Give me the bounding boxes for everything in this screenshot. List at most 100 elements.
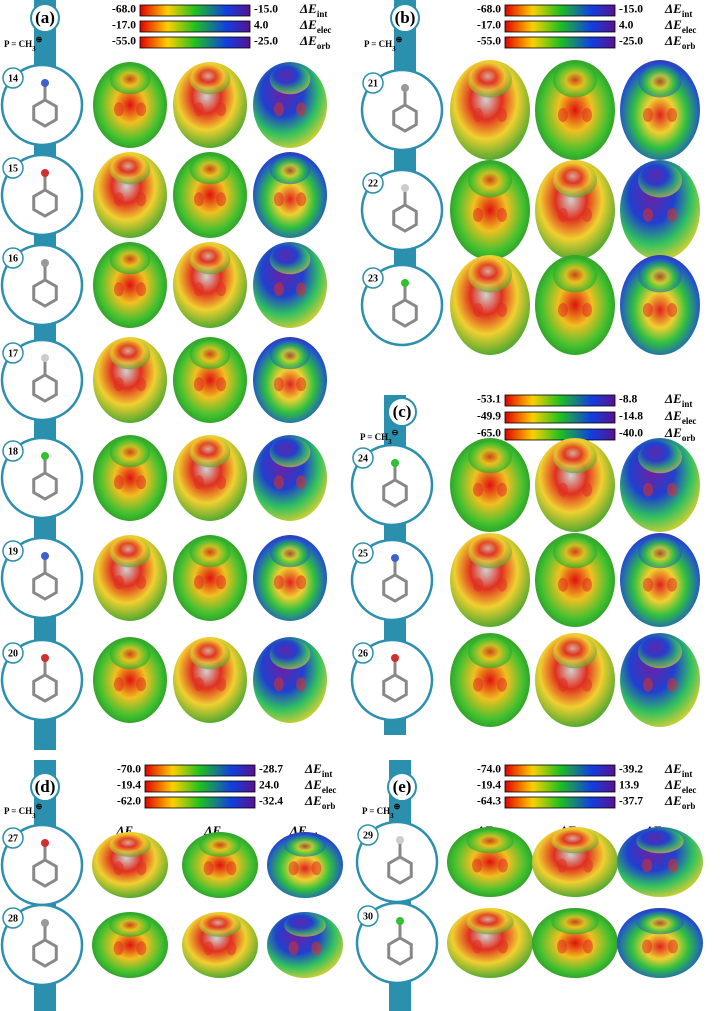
surface-lobe	[636, 828, 684, 854]
surface-spot	[558, 577, 568, 592]
probe-text: P = CH	[4, 806, 32, 816]
number-badge	[362, 267, 384, 289]
molecule-number: 18	[8, 446, 18, 457]
molecule-ring	[32, 373, 58, 403]
molecule-ring	[32, 673, 58, 703]
number-badge	[352, 447, 374, 469]
molecule-atom	[41, 169, 49, 177]
molecule-number: 29	[363, 830, 373, 841]
molecule-circle	[0, 638, 84, 722]
surface-spot	[472, 858, 483, 873]
scale-name-symbol: ΔE	[299, 1, 317, 16]
molecule-number: 24	[358, 453, 368, 464]
surface-spot	[296, 475, 307, 490]
scale-min: -68.0	[477, 4, 501, 16]
surface-spot	[136, 677, 147, 692]
scale-name-subscript: elec	[682, 416, 696, 426]
scale-name-subscript: int	[682, 9, 693, 19]
surface-lobe	[189, 639, 231, 670]
scale-name-subscript: orb	[682, 41, 696, 51]
panel-label: (d)	[35, 777, 56, 796]
scale-name-symbol: ΔE	[664, 391, 682, 406]
surface-lobe	[189, 339, 231, 370]
surface-lobe	[466, 909, 514, 935]
molecule-circle	[0, 436, 84, 520]
surface-spot	[113, 941, 124, 956]
surface-spot	[582, 108, 592, 122]
scale-min: -55.0	[112, 36, 136, 48]
scale-max: -15.0	[254, 4, 278, 16]
color-scale	[139, 20, 251, 33]
molecule-ring	[382, 673, 408, 703]
molecule-number: 15	[8, 163, 18, 174]
molecule-ring	[387, 855, 413, 885]
number-badge	[357, 905, 379, 927]
probe-text: P = CH	[360, 432, 388, 442]
surface-lobe	[638, 62, 682, 98]
surface-spot	[642, 939, 653, 954]
molecule-atom	[401, 279, 409, 287]
molecule-number: 21	[368, 78, 378, 89]
scale-min: -74.0	[477, 764, 501, 776]
probe-text: P = CH	[364, 39, 392, 49]
label-badge	[387, 772, 417, 802]
surface-spot	[643, 208, 653, 222]
scale-max: -15.0	[619, 4, 643, 16]
label-badge	[30, 772, 60, 802]
surface-spot	[296, 575, 307, 590]
scale-name: ΔEelec	[664, 17, 696, 35]
scale-min: -17.0	[477, 20, 501, 32]
surface-spot	[273, 475, 284, 490]
surface-spot	[582, 303, 592, 317]
number-badge	[352, 642, 374, 664]
surface-spot	[136, 575, 147, 590]
color-scale	[139, 36, 251, 49]
surface-lobe	[269, 339, 311, 370]
surface-spot	[273, 677, 284, 692]
surface-lobe	[109, 537, 151, 568]
surface-lobe	[468, 162, 512, 198]
surface-spot	[216, 102, 227, 117]
scale-name-symbol: ΔE	[304, 761, 322, 776]
molecule-ring	[387, 936, 413, 966]
surface-spot	[311, 941, 322, 956]
surface-lobe	[269, 639, 311, 670]
surface-spot	[113, 475, 124, 490]
surface-spot	[558, 108, 568, 122]
molecule-circle	[350, 538, 434, 622]
surface-spot	[273, 192, 284, 207]
surface-spot	[226, 941, 237, 956]
scale-name-subscript: int	[317, 9, 328, 19]
number-badge	[2, 440, 24, 462]
scale-name: ΔEorb	[664, 425, 695, 443]
probe-subscript: 3	[390, 812, 394, 820]
surface-spot	[136, 861, 147, 876]
surface-lobe	[638, 635, 682, 669]
panel-label: (e)	[393, 777, 412, 796]
surface-spot	[642, 858, 653, 873]
surface-spot	[582, 577, 592, 592]
scale-name-symbol: ΔE	[664, 33, 682, 48]
scale-max: 4.0	[619, 20, 634, 32]
surface-spot	[216, 575, 227, 590]
surface-spot	[113, 377, 124, 392]
molecule-circle	[0, 903, 84, 987]
surface-lobe	[109, 639, 151, 670]
scale-min: -17.0	[112, 20, 136, 32]
surface-spot	[473, 482, 483, 497]
panel: (e)P = CH3⊕-74.0 -39.2 ΔEint-19.4 13.9 ΔEele…	[355, 760, 703, 1011]
surface-lobe	[189, 64, 231, 95]
label-badge	[390, 3, 420, 33]
surface-lobe	[638, 535, 682, 569]
scale-name-subscript: int	[682, 769, 693, 779]
surface-lobe	[468, 62, 512, 98]
surface-lobe	[638, 162, 682, 198]
surface-spot	[113, 677, 124, 692]
surface-spot	[558, 208, 568, 222]
molecule-circle	[0, 536, 84, 620]
surface-spot	[288, 861, 299, 876]
surface-spot	[216, 677, 227, 692]
scale-max: -25.0	[619, 36, 643, 48]
surface-spot	[216, 192, 227, 207]
